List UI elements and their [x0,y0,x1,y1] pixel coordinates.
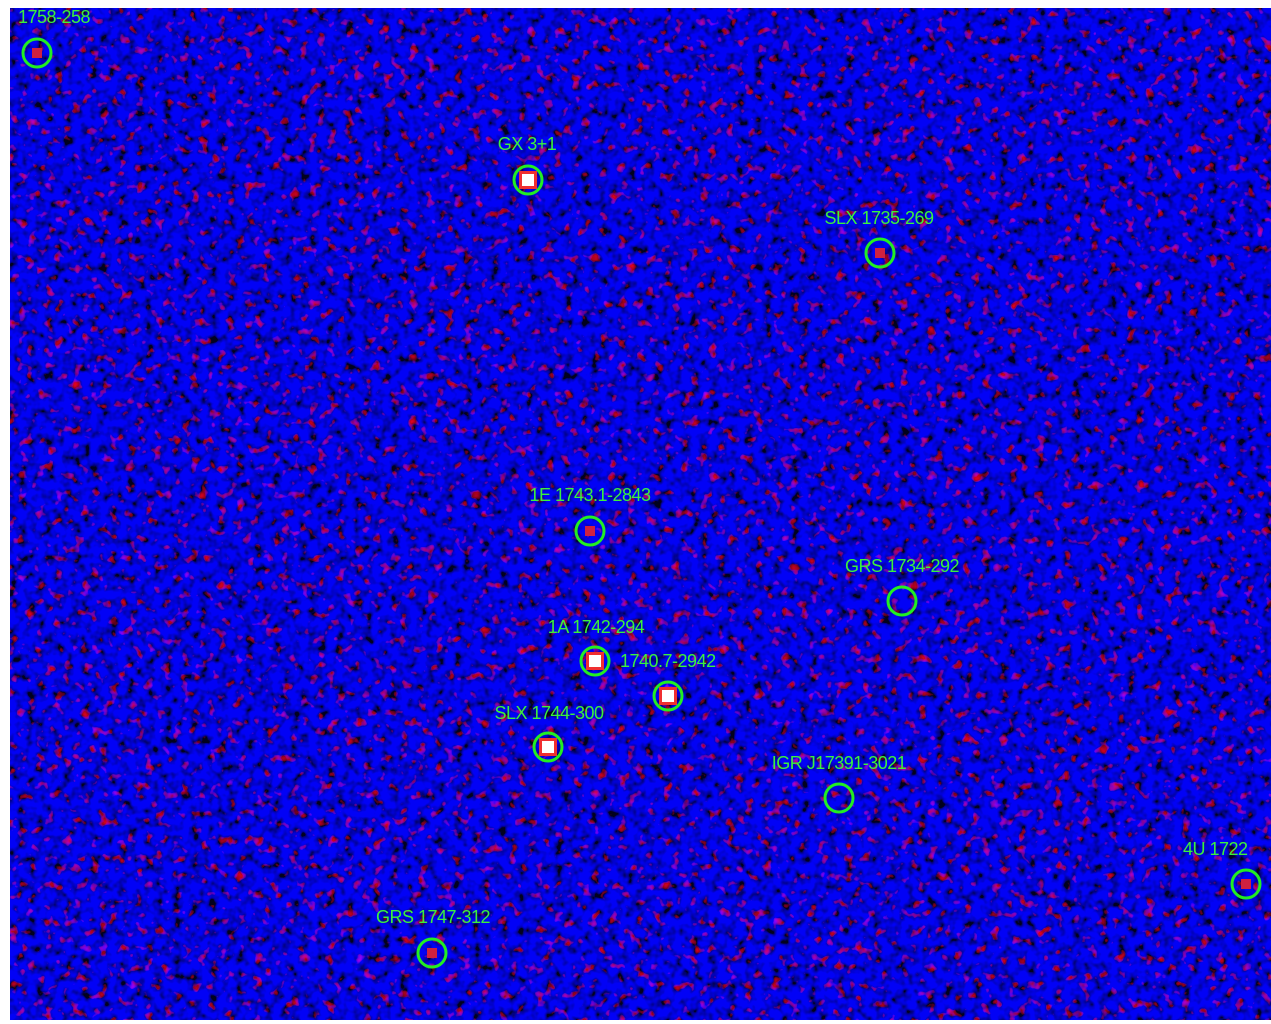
source-label: 1E 1743.1-2843 [529,485,651,505]
source-core [32,48,42,58]
source-label: GRS 1734-292 [845,556,960,576]
sky-image: 1758-258 GX 3+1 SLX 1735-269 1E 1743.1-2843… [0,0,1271,1024]
source-label: SLX 1735-269 [824,208,934,228]
source-core [1241,879,1251,889]
source-core [662,690,674,702]
source-label: 1740.7-2942 [620,651,716,671]
source-label: SLX 1744-300 [494,703,604,723]
source-label: 1A 1742-294 [548,617,645,637]
source-core [522,174,534,186]
source-label: GRS 1747-312 [376,907,491,927]
source-core [427,948,437,958]
source-core [589,655,601,667]
source-label: 4U 1722 [1183,839,1248,859]
source-core [875,248,885,258]
page: 1758-258 GX 3+1 SLX 1735-269 1E 1743.1-2843… [0,0,1271,1024]
source-label: IGR J17391-3021 [772,753,907,773]
source-core [585,526,595,536]
source-core [542,741,554,753]
source-label: 1758-258 [18,7,91,27]
sky-noise [10,8,1271,1020]
source-label: GX 3+1 [498,134,557,154]
